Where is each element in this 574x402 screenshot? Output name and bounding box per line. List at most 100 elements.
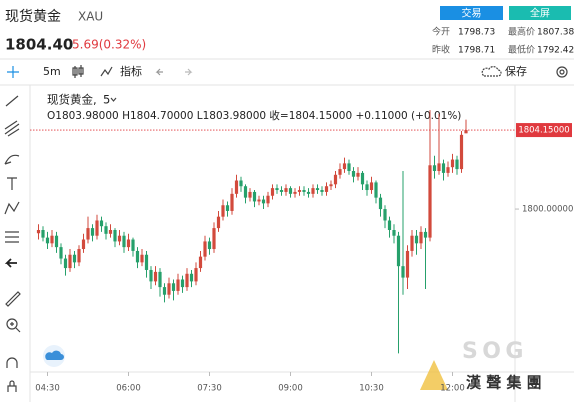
zoom-tool[interactable] bbox=[6, 318, 18, 330]
candle-body bbox=[306, 191, 311, 194]
candle-body bbox=[392, 230, 396, 236]
fib-tool[interactable] bbox=[5, 231, 19, 243]
x-tick-label: 06:00 bbox=[116, 384, 141, 394]
watermark: S O G 漢 聲 集 團 bbox=[420, 339, 542, 392]
candle-body bbox=[158, 271, 162, 288]
ruler-tool[interactable] bbox=[5, 291, 21, 307]
candle-body bbox=[113, 230, 117, 242]
stat-label: 昨收 bbox=[432, 44, 450, 56]
candle-body bbox=[315, 188, 320, 191]
candle-body bbox=[72, 254, 77, 263]
candle-body bbox=[41, 230, 45, 238]
candle-body bbox=[261, 199, 266, 204]
stat-value: 1798.73 bbox=[458, 28, 495, 38]
candle-body bbox=[135, 250, 140, 263]
candle-body bbox=[207, 241, 212, 250]
candle-body bbox=[410, 235, 414, 251]
candle-body bbox=[365, 184, 369, 191]
x-tick-label: 09:00 bbox=[278, 384, 303, 394]
stat-label: 最高价 bbox=[508, 26, 535, 38]
candle-body bbox=[383, 209, 387, 221]
candle-body bbox=[194, 268, 198, 282]
candle-body bbox=[234, 180, 239, 194]
fullscreen-button[interactable] bbox=[509, 6, 571, 20]
candle-body bbox=[401, 266, 405, 278]
candle-body bbox=[441, 163, 446, 173]
candle-body bbox=[198, 256, 203, 269]
candle-body bbox=[59, 247, 63, 259]
x-tick-label: 12:00 bbox=[440, 384, 465, 394]
candle-body bbox=[342, 163, 347, 170]
cloud-icon[interactable] bbox=[481, 66, 502, 77]
price-change: 5.69(0.32%) bbox=[72, 38, 146, 52]
crosshair-icon[interactable] bbox=[7, 66, 19, 78]
candle-body bbox=[95, 220, 99, 236]
candle-body bbox=[288, 188, 293, 194]
candle-type-icon[interactable] bbox=[72, 65, 84, 78]
fullscreen-button-label[interactable]: 全屏 bbox=[530, 7, 550, 20]
candle-body bbox=[167, 283, 171, 295]
legend-collapse-icon[interactable] bbox=[110, 97, 117, 102]
candle-body bbox=[423, 231, 428, 238]
x-tick-label: 07:30 bbox=[197, 384, 222, 394]
magnet-tool[interactable] bbox=[6, 357, 18, 368]
candle-body bbox=[230, 193, 234, 211]
candle-body bbox=[176, 279, 180, 291]
indicator-button[interactable]: 指标 bbox=[120, 64, 142, 78]
lock-tool[interactable] bbox=[7, 380, 17, 392]
trade-button[interactable] bbox=[440, 6, 503, 20]
last-price: 1804.40 bbox=[5, 36, 73, 54]
candle-body bbox=[221, 205, 225, 217]
candle-body bbox=[149, 269, 153, 282]
candle-body bbox=[347, 163, 351, 171]
candle-body bbox=[81, 239, 86, 250]
interval[interactable]: 5m bbox=[43, 65, 61, 78]
text-tool[interactable] bbox=[7, 177, 17, 190]
settings-icon[interactable] bbox=[556, 66, 568, 78]
candle-body bbox=[302, 190, 306, 192]
candle-body bbox=[122, 235, 126, 248]
x-tick-label: 10:30 bbox=[359, 384, 384, 394]
back-tool[interactable] bbox=[4, 258, 17, 268]
last-price-label: 1804.15000 bbox=[518, 126, 569, 136]
candle-body bbox=[329, 184, 333, 187]
candle-body bbox=[90, 228, 95, 236]
candle-body bbox=[324, 186, 329, 192]
cloud-badge-icon bbox=[45, 350, 64, 360]
candle-body bbox=[86, 228, 90, 240]
candle-body bbox=[131, 239, 135, 251]
brush-tool[interactable] bbox=[4, 154, 20, 165]
candle-body bbox=[104, 226, 108, 234]
candle-body bbox=[275, 188, 279, 191]
candle-body bbox=[338, 169, 342, 175]
settings-icon-center bbox=[559, 69, 565, 75]
candle-body bbox=[459, 134, 464, 170]
indicator-icon[interactable] bbox=[100, 66, 113, 77]
candle-body bbox=[360, 172, 365, 185]
candle-body bbox=[284, 188, 288, 192]
candle-body bbox=[387, 220, 392, 230]
candle-body bbox=[108, 230, 113, 234]
candle-body bbox=[185, 273, 189, 288]
svg-text:S O G: S O G bbox=[462, 339, 523, 364]
candle-body bbox=[374, 182, 378, 198]
candle-body bbox=[54, 235, 59, 248]
candle-body bbox=[45, 237, 50, 244]
redo-icon[interactable] bbox=[185, 68, 193, 76]
channel-tool[interactable] bbox=[4, 120, 20, 137]
stat-value: 1798.71 bbox=[458, 46, 495, 56]
save-button[interactable]: 保存 bbox=[505, 64, 527, 78]
undo-icon[interactable] bbox=[155, 68, 163, 76]
stat-value: 1792.42 bbox=[537, 46, 574, 56]
candle-body bbox=[252, 191, 257, 202]
candle-body bbox=[243, 186, 248, 198]
candle-body bbox=[405, 250, 410, 278]
symbol: XAU bbox=[78, 10, 103, 24]
y-tick-label: 1800.00000 bbox=[522, 205, 573, 215]
candle-body bbox=[257, 199, 261, 202]
candle-body bbox=[171, 283, 176, 291]
pattern-tool[interactable] bbox=[4, 201, 20, 215]
trend-line-tool[interactable] bbox=[5, 95, 19, 107]
trade-button-label[interactable]: 交易 bbox=[462, 7, 482, 20]
